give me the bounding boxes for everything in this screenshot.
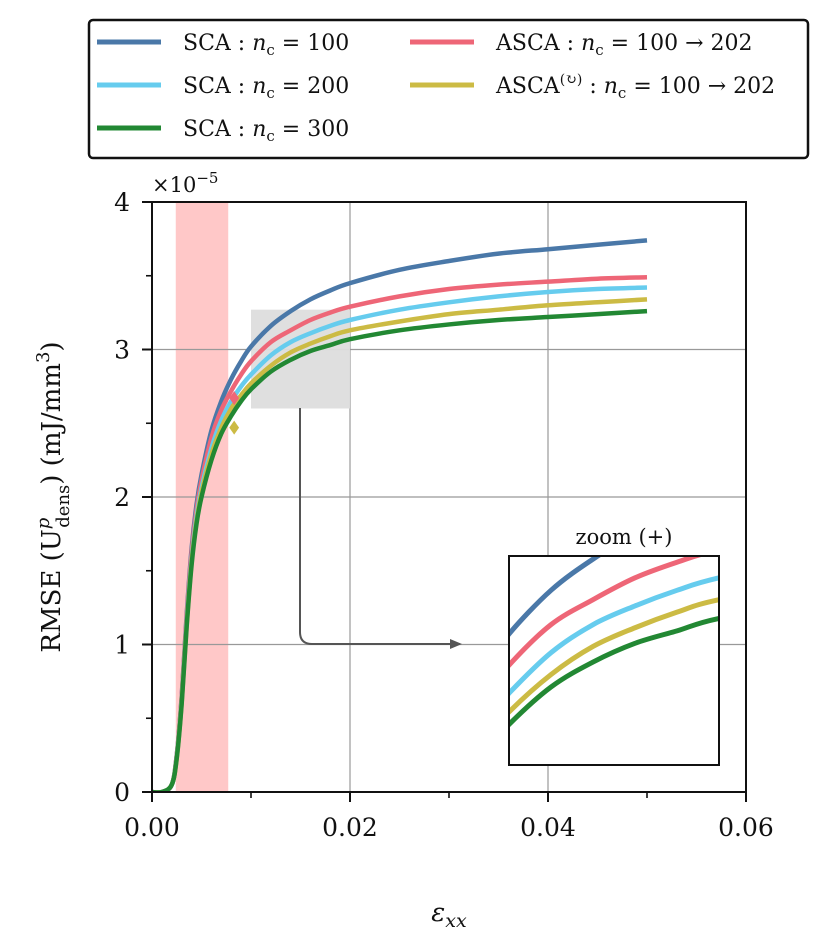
inset-frame xyxy=(508,555,720,766)
legend-label: SCA : nc = 200 xyxy=(183,74,349,102)
legend-frame xyxy=(87,18,810,160)
legend-entry-4: ASCA(↻) : nc = 100 → 202 xyxy=(410,72,775,102)
legend-entry-0: SCA : nc = 100 xyxy=(97,31,349,59)
x-tick-label: 0.06 xyxy=(718,813,774,842)
y-axis-multiplier: ×10−5 xyxy=(152,169,218,197)
y-tick-label: 2 xyxy=(114,483,130,512)
y-tick-label: 4 xyxy=(114,188,130,217)
legend-label: ASCA : nc = 100 → 202 xyxy=(495,31,753,59)
x-tick-label: 0.02 xyxy=(322,813,378,842)
zoom-inset: zoom (+) xyxy=(508,525,720,766)
inset-series-line-3 xyxy=(509,556,705,669)
legend-entry-1: SCA : nc = 200 xyxy=(97,74,349,102)
plot-area: 0.00 0.02 0.04 0.06 0 1 2 3 4 xyxy=(114,188,774,842)
y-tick-label: 0 xyxy=(114,778,130,807)
zoom-arrow xyxy=(299,408,462,649)
series-marker-0 xyxy=(229,391,240,406)
y-tick-label: 1 xyxy=(114,631,130,660)
x-tick-label: 0.04 xyxy=(520,813,576,842)
legend-entry-2: SCA : nc = 300 xyxy=(97,117,349,145)
legend-label: ASCA(↻) : nc = 100 → 202 xyxy=(495,72,775,102)
legend-label: SCA : nc = 300 xyxy=(183,117,349,145)
series-line-2 xyxy=(152,308,648,792)
x-tick-label: 0.00 xyxy=(124,813,180,842)
x-axis-label: εxx xyxy=(431,898,467,932)
legend-entry-3: ASCA : nc = 100 → 202 xyxy=(410,31,753,59)
legend-label: SCA : nc = 100 xyxy=(183,31,349,59)
inset-series-line-0 xyxy=(509,556,603,638)
y-tick-label: 3 xyxy=(114,336,130,365)
inset-title: zoom (+) xyxy=(576,525,673,549)
y-axis-label: RMSE (Updens) (mJ/mm3) xyxy=(33,341,74,652)
series-marker-1 xyxy=(229,420,240,435)
legend: SCA : nc = 100 SCA : nc = 200 SCA : nc = 3… xyxy=(87,18,810,160)
